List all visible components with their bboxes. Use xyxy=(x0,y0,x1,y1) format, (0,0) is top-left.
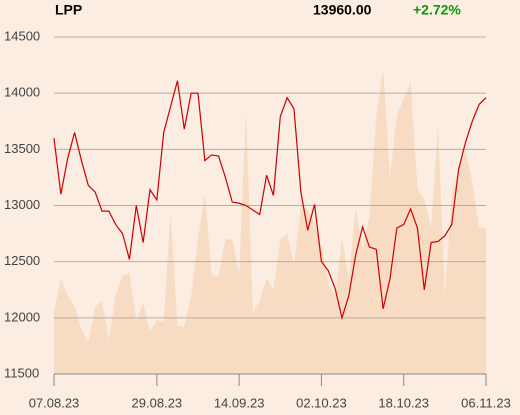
y-tick-label: 13000 xyxy=(4,197,40,212)
line xyxy=(53,80,487,321)
last-price: 13960.00 xyxy=(313,2,372,18)
y-tick-label: 14000 xyxy=(4,85,40,100)
y-tick-label: 12000 xyxy=(4,309,40,324)
chart-title: LPP xyxy=(55,2,82,18)
y-tick-label: 12500 xyxy=(4,253,40,268)
x-tick-label: 06.11.23 xyxy=(461,395,511,410)
y-tick-label: 13500 xyxy=(4,141,40,156)
x-tick-label: 18.10.23 xyxy=(378,395,429,410)
y-tick-label: 11500 xyxy=(4,365,39,380)
price-change: +2.72% xyxy=(413,2,461,18)
x-tick-label: 14.09.23 xyxy=(214,395,265,410)
y-tick-label: 14500 xyxy=(4,28,40,43)
x-tick-label: 07.08.23 xyxy=(29,395,80,410)
area xyxy=(54,68,486,374)
x-tick-label: 02.10.23 xyxy=(296,395,347,410)
x-tick-label: 29.08.23 xyxy=(132,395,183,410)
